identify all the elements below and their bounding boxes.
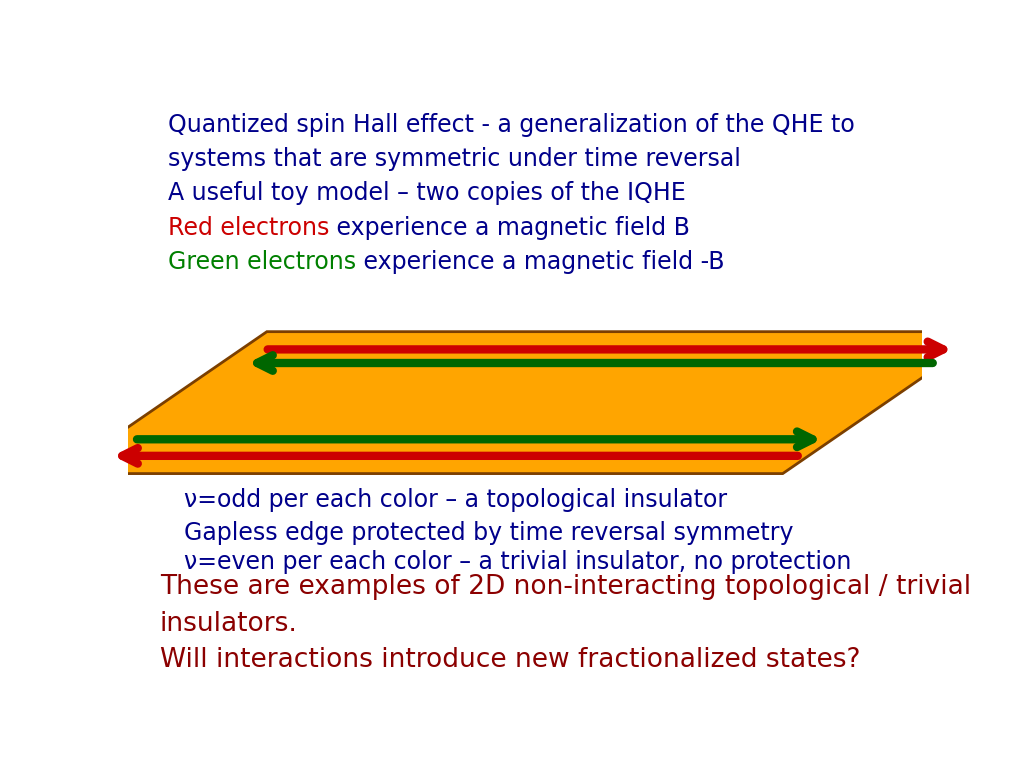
Text: systems that are symmetric under time reversal: systems that are symmetric under time re… <box>168 147 740 171</box>
Text: ν=even per each color – a trivial insulator, no protection: ν=even per each color – a trivial insula… <box>183 550 851 574</box>
Text: Gapless edge protected by time reversal symmetry: Gapless edge protected by time reversal … <box>183 521 793 545</box>
Text: These are examples of 2D non-interacting topological / trivial: These are examples of 2D non-interacting… <box>160 574 971 600</box>
Polygon shape <box>60 332 989 474</box>
Text: Red electrons: Red electrons <box>168 216 329 240</box>
Text: Quantized spin Hall effect - a generalization of the QHE to: Quantized spin Hall effect - a generaliz… <box>168 113 854 137</box>
Text: experience a magnetic field B: experience a magnetic field B <box>329 216 690 240</box>
Text: experience a magnetic field -B: experience a magnetic field -B <box>355 250 724 274</box>
Text: Will interactions introduce new fractionalized states?: Will interactions introduce new fraction… <box>160 647 860 674</box>
Text: A useful toy model – two copies of the IQHE: A useful toy model – two copies of the I… <box>168 181 685 206</box>
Text: Green electrons: Green electrons <box>168 250 355 274</box>
Text: ν=odd per each color – a topological insulator: ν=odd per each color – a topological ins… <box>183 488 727 512</box>
Text: insulators.: insulators. <box>160 611 298 637</box>
